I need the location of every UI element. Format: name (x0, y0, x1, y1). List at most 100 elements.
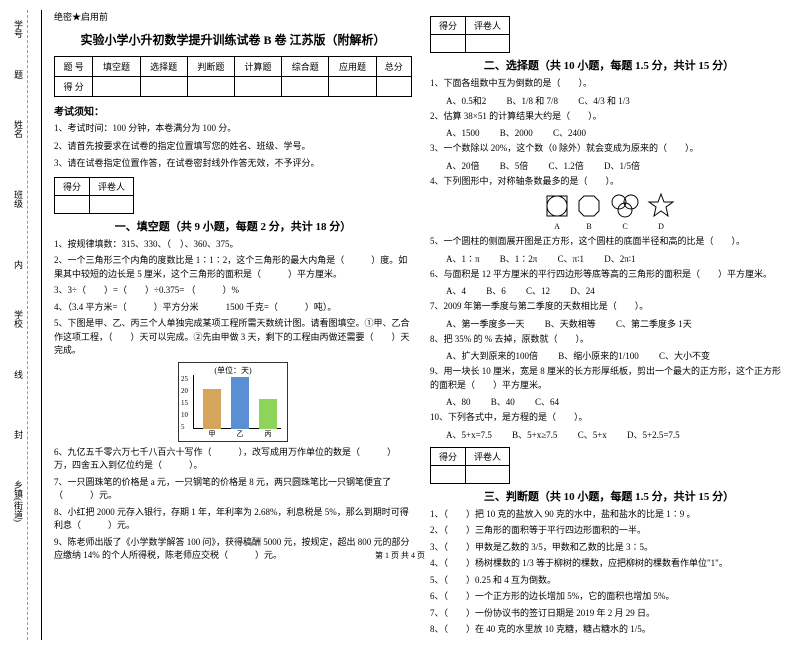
score-blank[interactable] (55, 195, 90, 213)
opt[interactable]: A、1500 (446, 128, 480, 138)
fill-q2: 2、一个三角形三个内角的度数比是 1∶1∶2，这个三角形的最大内角是（ ）度。如… (54, 254, 412, 281)
choice-q5-opts: A、1∶π B、1∶2π C、π∶1 D、2π∶1 (446, 252, 788, 265)
opt[interactable]: D、2π∶1 (604, 254, 635, 264)
section-choice-title: 二、选择题（共 10 小题，每题 1.5 分，共计 15 分） (430, 57, 788, 73)
opt[interactable]: B、2000 (500, 128, 533, 138)
notice-title: 考试须知： (54, 103, 412, 118)
choice-q10: 10、下列各式中，是方程的是（ ）。 (430, 411, 788, 425)
opt[interactable]: B、40 (491, 397, 515, 407)
opt[interactable]: C、第二季度多 1天 (616, 319, 692, 329)
section-judge-title: 三、判断题（共 10 小题，每题 1.5 分，共计 15 分） (430, 488, 788, 504)
circles-icon (607, 192, 643, 220)
shape-d[interactable]: D (647, 192, 675, 231)
choice-q6: 6、与面积是 12 平方厘米的平行四边形等底等高的三角形的面积是（ ）平方厘米。 (430, 268, 788, 282)
fill-q4: 4、（3.4 平方米=（ ）平方分米 1500 千克=（ ）吨）。 (54, 301, 412, 315)
margin-label-name: 姓名 (12, 120, 25, 138)
opt[interactable]: B、6 (486, 286, 506, 296)
score-h1: 填空题 (93, 57, 140, 77)
section-score-box: 得分评卷人 (430, 16, 510, 53)
reviewer-blank[interactable] (466, 35, 510, 53)
opt[interactable]: C、5+x (578, 430, 607, 440)
opt[interactable]: B、5+x≥7.5 (512, 430, 557, 440)
score-cell[interactable] (187, 77, 234, 97)
notice-item: 1、考试时间：100 分钟，本卷满分为 100 分。 (54, 122, 412, 136)
choice-q6-opts: A、4 B、6 C、12 D、24 (446, 284, 788, 297)
opt[interactable]: D、1/5倍 (604, 161, 640, 171)
shape-b[interactable]: B (575, 192, 603, 231)
score-cell[interactable] (234, 77, 281, 97)
opt[interactable]: B、1/8 和 7/8 (507, 96, 559, 106)
opt[interactable]: A、4 (446, 286, 466, 296)
shape-label: A (543, 222, 571, 231)
score-cell[interactable] (329, 77, 376, 97)
fill-q3: 3、3÷（ ）=（ ）÷0.375= （ ）% (54, 284, 412, 298)
score-h0: 题 号 (55, 57, 93, 77)
score-blank[interactable] (431, 35, 466, 53)
reviewer-blank[interactable] (466, 465, 510, 483)
score-h3: 判断题 (187, 57, 234, 77)
margin-fold-0: 题 (12, 70, 25, 79)
judge-q2: 2、（ ）三角形的面积等于平行四边形面积的一半。 (430, 524, 788, 538)
shape-c[interactable]: C (607, 192, 643, 231)
opt[interactable]: D、5+2.5=7.5 (627, 430, 680, 440)
opt[interactable]: D、24 (570, 286, 595, 296)
opt[interactable]: A、第一季度多一天 (446, 319, 525, 329)
opt[interactable]: A、0.5和2 (446, 96, 486, 106)
fill-q1: 1、按规律填数：315、330、（ ）、360、375。 (54, 238, 412, 252)
score-cell[interactable] (93, 77, 140, 97)
content-area: 绝密★启用前 实验小学小升初数学提升训练试卷 B 卷 江苏版（附解析） 题 号 … (54, 10, 788, 640)
choice-q5: 5、一个圆柱的侧面展开图是正方形，这个圆柱的底面半径和高的比是（ ）。 (430, 235, 788, 249)
score-h4: 计算题 (234, 57, 281, 77)
y-tick: 10 (181, 411, 188, 419)
shape-label: D (647, 222, 675, 231)
fill-q6: 6、九亿五千零六万七千八百六十写作（ ），改写成用万作单位的数是（ ）万，四舍五… (54, 446, 412, 473)
judge-q5: 5、（ ）0.25 和 4 互为倒数。 (430, 574, 788, 588)
score-h6: 应用题 (329, 57, 376, 77)
score-cell[interactable] (140, 77, 187, 97)
opt[interactable]: C、π∶1 (558, 254, 584, 264)
opt[interactable]: C、大小不变 (659, 351, 710, 361)
opt[interactable]: B、缩小原来的1/100 (558, 351, 639, 361)
y-tick: 15 (181, 399, 188, 407)
choice-q4: 4、下列图形中，对称轴条数最多的是（ ）。 (430, 175, 788, 189)
section-fill-title: 一、填空题（共 9 小题，每题 2 分，共计 18 分） (54, 218, 412, 234)
opt[interactable]: C、64 (535, 397, 559, 407)
judge-q6: 6、（ ）一个正方形的边长增加 5%，它的面积也增加 5%。 (430, 590, 788, 604)
opt[interactable]: A、20倍 (446, 161, 480, 171)
score-cell[interactable] (376, 77, 411, 97)
y-tick: 25 (181, 375, 188, 383)
opt[interactable]: A、80 (446, 397, 471, 407)
score-blank[interactable] (431, 465, 466, 483)
reviewer-blank[interactable] (90, 195, 134, 213)
margin-fold-3: 封 (12, 430, 25, 439)
score-cell[interactable] (282, 77, 329, 97)
opt[interactable]: A、扩大到原来的100倍 (446, 351, 538, 361)
opt[interactable]: C、2400 (553, 128, 586, 138)
score-h5: 综合题 (282, 57, 329, 77)
opt[interactable]: B、5倍 (500, 161, 529, 171)
choice-q2-opts: A、1500 B、2000 C、2400 (446, 126, 788, 139)
shape-a[interactable]: A (543, 192, 571, 231)
y-tick: 20 (181, 387, 188, 395)
score-value-row: 得 分 (55, 77, 412, 97)
opt[interactable]: B、天数相等 (545, 319, 596, 329)
judge-q8: 8、（ ）在 40 克的水里放 10 克糖，糖占糖水的 1/5。 (430, 623, 788, 637)
opt[interactable]: A、1∶π (446, 254, 480, 264)
choice-q3-opts: A、20倍 B、5倍 C、1.2倍 D、1/5倍 (446, 159, 788, 172)
shape-label: B (575, 222, 603, 231)
opt[interactable]: C、1.2倍 (549, 161, 584, 171)
opt[interactable]: C、4/3 和 1/3 (578, 96, 630, 106)
opt[interactable]: A、5+x=7.5 (446, 430, 492, 440)
section-score-box: 得分评卷人 (430, 447, 510, 484)
notice-item: 2、请首先按要求在试卷的指定位置填写您的姓名、班级、学号。 (54, 140, 412, 154)
octagon-icon (575, 192, 603, 220)
opt[interactable]: B、1∶2π (500, 254, 538, 264)
bar-label: 丙 (259, 429, 277, 439)
shape-options: A B C D (430, 192, 788, 231)
choice-q9-opts: A、80 B、40 C、64 (446, 395, 788, 408)
opt[interactable]: C、12 (526, 286, 550, 296)
fold-line (27, 10, 28, 640)
fill-q8: 8、小红把 2000 元存入银行，存期 1 年，年利率为 2.68%，利息税是 … (54, 506, 412, 533)
fill-q5: 5、下图是甲、乙、丙三个人单独完成某项工程所需天数统计图。请看图填空。①甲、乙合… (54, 317, 412, 358)
choice-q8-opts: A、扩大到原来的100倍 B、缩小原来的1/100 C、大小不变 (446, 349, 788, 362)
